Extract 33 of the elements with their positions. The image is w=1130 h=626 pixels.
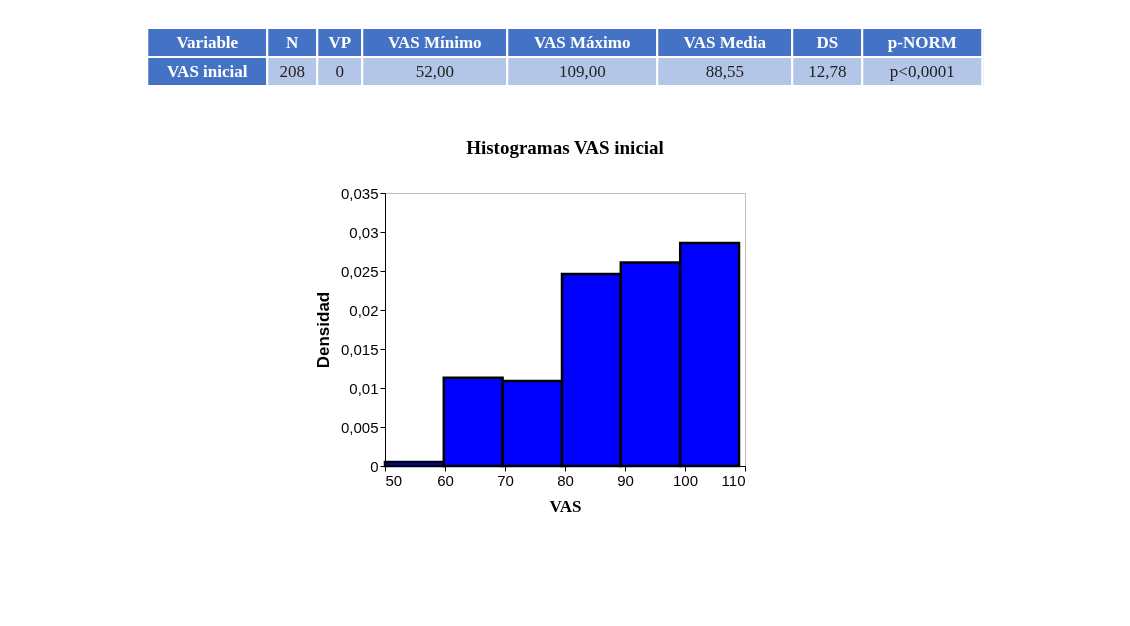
y-axis-title: Densidad [313,291,333,369]
x-tick-label: 60 [437,471,454,489]
x-tick-label: 90 [617,471,634,489]
text: 52,00 [415,61,454,81]
chart-title: Histogramas VAS inicial [466,137,664,158]
y-tick-label: 0,025 [340,262,379,280]
y-tick-label: 0,01 [349,379,379,397]
text: p<0,0001 [889,61,955,81]
category-label: VP [328,32,352,52]
category-label: VAS Máximo [534,32,631,52]
x-tick-label: 100 [672,471,699,489]
x-tick-label: 50 [385,471,403,489]
y-tick-label: 0,015 [340,340,379,358]
category-label: VAS Mínimo [387,32,482,52]
x-tick-label: 70 [497,471,514,489]
category-label: DS [816,32,839,52]
text: 109,00 [558,61,606,81]
text: 12,78 [808,61,847,81]
x-tick-label: 80 [557,471,574,489]
text: VAS inicial [167,61,248,81]
y-tick-label: 0,035 [340,184,379,202]
category-label: Variable [176,32,239,52]
text: 208 [279,61,305,81]
x-axis-title: VAS [549,496,582,516]
y-tick-label: 0,02 [349,301,379,319]
y-tick-label: 0 [370,457,379,475]
x-tick-label: 110 [721,471,746,489]
y-tick-label: 0,005 [340,418,379,436]
category-label: VAS Media [683,32,767,52]
y-tick-label: 0,03 [349,223,379,241]
category-label: N [286,32,300,52]
text: 88,55 [705,61,744,81]
category-label: p-NORM [887,32,957,52]
